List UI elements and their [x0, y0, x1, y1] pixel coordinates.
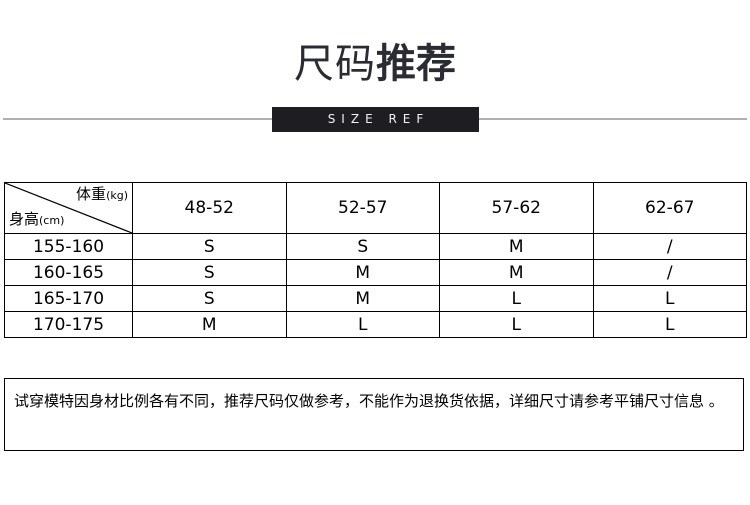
size-cell: L	[592, 285, 747, 312]
size-ref-label: SIZE REF	[327, 112, 430, 126]
size-cell: /	[592, 233, 747, 260]
column-header-weight-2: 52-57	[285, 182, 440, 234]
corner-weight-label: 体重(kg)	[76, 184, 128, 206]
size-cell: L	[592, 311, 747, 338]
size-ref-banner: SIZE REF	[272, 107, 479, 132]
size-cell: M	[439, 233, 594, 260]
size-cell: S	[285, 233, 440, 260]
corner-weight-text: 体重	[76, 185, 107, 203]
size-table-container: 体重(kg) 身高(cm) 48-52 52-57 57-62 62-67 15…	[4, 182, 747, 338]
page-title-thin-part: 尺码	[294, 41, 376, 87]
table-row: 155-160 S S M /	[4, 233, 747, 260]
row-header-height: 165-170	[4, 285, 133, 312]
title-block: 尺码推荐 SIZE REF	[0, 0, 750, 150]
corner-height-text: 身高	[9, 210, 40, 228]
column-header-weight-3: 57-62	[439, 182, 594, 234]
size-cell: M	[285, 285, 440, 312]
table-row: 165-170 S M L L	[4, 285, 747, 312]
size-cell: M	[132, 311, 287, 338]
size-recommendation-table: 体重(kg) 身高(cm) 48-52 52-57 57-62 62-67 15…	[4, 182, 747, 338]
size-cell: S	[132, 233, 287, 260]
row-header-height: 170-175	[4, 311, 133, 338]
table-row: 160-165 S M M /	[4, 259, 747, 286]
page-title-bold-part: 推荐	[376, 41, 456, 87]
size-cell: /	[592, 259, 747, 286]
corner-header-cell: 体重(kg) 身高(cm)	[4, 182, 133, 234]
size-cell: L	[439, 285, 594, 312]
column-header-weight-1: 48-52	[132, 182, 287, 234]
diagonal-divider-icon	[5, 183, 132, 233]
row-header-height: 155-160	[4, 233, 133, 260]
page-title: 尺码推荐	[0, 40, 750, 88]
table-row: 170-175 M L L L	[4, 311, 747, 338]
corner-height-label: 身高(cm)	[9, 209, 64, 231]
size-cell: M	[439, 259, 594, 286]
disclaimer-note-box: 试穿模特因身材比例各有不同，推荐尺码仅做参考，不能作为退换货依据，详细尺寸请参考…	[4, 378, 744, 451]
row-header-height: 160-165	[4, 259, 133, 286]
corner-weight-unit: (kg)	[106, 189, 128, 202]
size-cell: L	[285, 311, 440, 338]
size-cell: L	[439, 311, 594, 338]
table-header-row: 体重(kg) 身高(cm) 48-52 52-57 57-62 62-67	[4, 182, 747, 234]
size-cell: S	[132, 259, 287, 286]
column-header-weight-4: 62-67	[592, 182, 747, 234]
size-cell: M	[285, 259, 440, 286]
corner-height-unit: (cm)	[39, 214, 65, 227]
disclaimer-note-text: 试穿模特因身材比例各有不同，推荐尺码仅做参考，不能作为退换货依据，详细尺寸请参考…	[14, 392, 724, 410]
size-cell: S	[132, 285, 287, 312]
